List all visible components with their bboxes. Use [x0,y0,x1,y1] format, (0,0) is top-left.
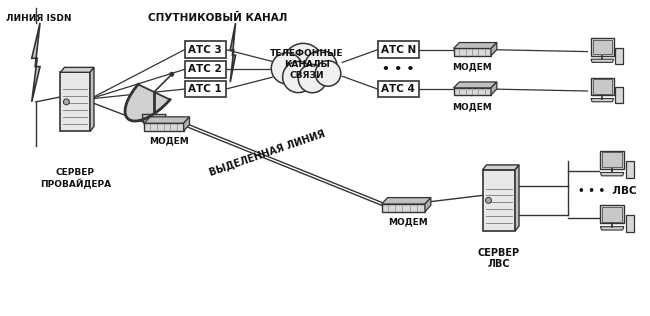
Text: МОДЕМ: МОДЕМ [149,136,188,145]
Text: СЕРВЕР
ЛВС: СЕРВЕР ЛВС [478,248,520,269]
Circle shape [283,43,323,83]
FancyBboxPatch shape [593,40,612,54]
FancyBboxPatch shape [454,88,491,95]
FancyBboxPatch shape [378,81,419,97]
Circle shape [298,64,326,93]
FancyBboxPatch shape [615,48,623,64]
FancyBboxPatch shape [144,123,183,131]
FancyBboxPatch shape [591,38,614,56]
Polygon shape [230,23,235,82]
FancyBboxPatch shape [382,204,425,212]
Polygon shape [482,165,519,170]
Text: СЕРВЕР
ПРОВАЙДЕРА: СЕРВЕР ПРОВАЙДЕРА [40,168,111,190]
Text: МОДЕМ: МОДЕМ [452,63,492,71]
Text: АТС 1: АТС 1 [188,84,222,94]
FancyBboxPatch shape [625,215,634,232]
FancyBboxPatch shape [602,207,622,222]
Circle shape [64,99,70,105]
FancyBboxPatch shape [593,79,612,94]
Polygon shape [601,227,624,230]
FancyBboxPatch shape [185,81,226,97]
FancyBboxPatch shape [378,41,419,58]
Polygon shape [454,43,497,48]
Polygon shape [90,67,94,131]
Polygon shape [515,165,519,231]
Circle shape [305,51,337,83]
Text: АТС N: АТС N [381,45,416,55]
Polygon shape [60,67,94,72]
Circle shape [315,61,341,86]
Circle shape [283,61,314,93]
Polygon shape [601,173,624,176]
Circle shape [271,53,302,84]
Text: АТС 4: АТС 4 [382,84,415,94]
Text: МОДЕМ: МОДЕМ [452,102,492,111]
Circle shape [486,198,491,203]
Polygon shape [591,99,614,102]
FancyBboxPatch shape [601,151,624,169]
Polygon shape [183,117,190,131]
FancyBboxPatch shape [454,48,491,56]
Polygon shape [142,114,166,124]
FancyBboxPatch shape [185,61,226,78]
Text: СПУТНИКОВЫЙ КАНАЛ: СПУТНИКОВЫЙ КАНАЛ [148,13,288,23]
Text: ВЫДЕЛЕННАЯ ЛИНИЯ: ВЫДЕЛЕННАЯ ЛИНИЯ [208,129,326,178]
FancyBboxPatch shape [60,72,90,131]
Polygon shape [144,117,190,123]
Text: • • •: • • • [382,63,415,76]
Text: • • •  ЛВС: • • • ЛВС [578,185,636,196]
FancyBboxPatch shape [615,87,623,103]
FancyBboxPatch shape [601,205,624,223]
Polygon shape [454,82,497,88]
Polygon shape [491,82,497,95]
Text: ЛИНИЯ ISDN: ЛИНИЯ ISDN [6,14,72,23]
FancyBboxPatch shape [591,77,614,95]
Polygon shape [491,43,497,56]
FancyBboxPatch shape [602,152,622,167]
Circle shape [170,72,174,77]
Polygon shape [591,59,614,62]
Text: МОДЕМ: МОДЕМ [388,217,428,226]
Polygon shape [382,198,431,204]
Text: АТС 3: АТС 3 [188,45,222,55]
FancyBboxPatch shape [185,41,226,58]
Text: ТЕЛЕФОННЫЕ
КАНАЛЫ
СВЯЗИ: ТЕЛЕФОННЫЕ КАНАЛЫ СВЯЗИ [270,49,343,80]
FancyBboxPatch shape [482,170,515,231]
Polygon shape [425,198,431,212]
FancyBboxPatch shape [625,161,634,178]
Polygon shape [32,23,40,102]
Polygon shape [125,84,170,121]
Text: АТС 2: АТС 2 [188,64,222,74]
